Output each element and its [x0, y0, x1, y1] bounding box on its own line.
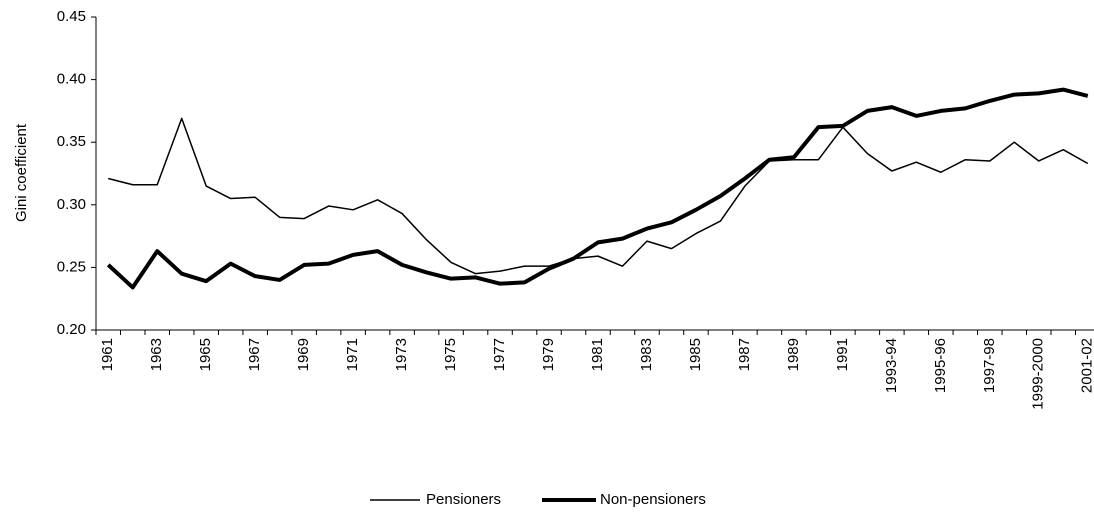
x-tick-label: 1971 — [344, 338, 361, 371]
x-tick-label: 1989 — [785, 338, 802, 371]
series-line — [106, 87, 1089, 290]
y-tick-label: 0.20 — [57, 321, 86, 338]
x-tick-label: 1993-94 — [883, 338, 900, 393]
x-tick-label: 1999-2000 — [1030, 338, 1047, 410]
x-tick-label: 1997-98 — [981, 338, 998, 393]
y-tick-label: 0.45 — [57, 8, 86, 25]
legend-label: Pensioners — [426, 491, 501, 508]
x-tick-label: 1979 — [540, 338, 557, 371]
x-tick-label: 1973 — [393, 338, 410, 371]
x-tick-label: 1981 — [589, 338, 606, 371]
x-tick-label: 1977 — [491, 338, 508, 371]
series-line — [108, 117, 1089, 275]
x-tick-label: 1983 — [638, 338, 655, 371]
x-tick-label: 1961 — [99, 338, 116, 371]
legend-label: Non-pensioners — [600, 491, 706, 508]
y-tick-label: 0.25 — [57, 258, 86, 275]
x-tick-label: 1985 — [687, 338, 704, 371]
x-tick-label: 1965 — [197, 338, 214, 371]
x-tick-label: 1995-96 — [932, 338, 949, 393]
y-tick-label: 0.40 — [57, 71, 86, 88]
x-tick-label: 1963 — [148, 338, 165, 371]
x-tick-label: 1991 — [834, 338, 851, 371]
x-tick-label: 2001-02 — [1079, 338, 1094, 393]
y-tick-label: 0.30 — [57, 196, 86, 213]
y-tick-label: 0.35 — [57, 133, 86, 150]
x-tick-label: 1987 — [736, 338, 753, 371]
x-tick-label: 1969 — [295, 338, 312, 371]
x-tick-label: 1975 — [442, 338, 459, 371]
x-tick-label: 1967 — [246, 338, 263, 371]
y-axis-label: Gini coefficient — [13, 123, 30, 222]
